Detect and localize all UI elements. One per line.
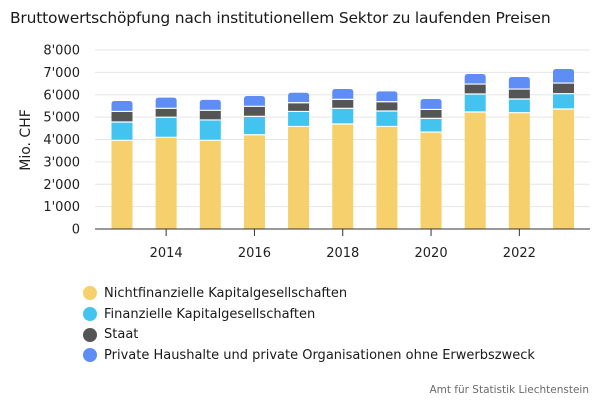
y-axis-tick-labels: 0 1'000 2'000 3'000 4'000 5'000 6'000 7'000 8'00… bbox=[43, 44, 80, 238]
y-axis-label: Mio. CHF bbox=[18, 109, 34, 171]
x-axis-ticks: 2014 2016 2018 2020 2022 bbox=[150, 229, 536, 261]
bars bbox=[111, 69, 574, 229]
legend-label: Nichtfinanzielle Kapitalgesellschaften bbox=[104, 285, 348, 301]
bar-segment bbox=[376, 91, 398, 102]
x-tick-label: 2014 bbox=[150, 246, 183, 261]
bar-segment bbox=[243, 106, 265, 117]
chart-plot: 0 1'000 2'000 3'000 4'000 5'000 6'000 7'000 8'00… bbox=[18, 44, 590, 261]
legend-label: Private Haushalte und private Organisati… bbox=[104, 347, 535, 363]
bar-segment bbox=[464, 94, 486, 112]
bar-segment bbox=[376, 102, 398, 111]
bar-segment bbox=[288, 111, 310, 127]
bar-segment bbox=[332, 99, 354, 109]
bar-segment bbox=[420, 99, 442, 110]
y-tick-label: 3'000 bbox=[43, 155, 80, 170]
bar-segment bbox=[553, 69, 574, 83]
bar-segment bbox=[288, 92, 310, 103]
bar-segment bbox=[332, 124, 354, 229]
bar-segment bbox=[508, 89, 530, 99]
x-tick-label: 2018 bbox=[326, 246, 359, 261]
bar-segment bbox=[199, 140, 221, 229]
legend-dot-icon bbox=[83, 286, 97, 301]
bar-segment bbox=[420, 109, 442, 119]
bar-segment bbox=[243, 116, 265, 135]
y-tick-label: 1'000 bbox=[43, 200, 80, 215]
bar-segment bbox=[288, 126, 310, 229]
chart-title: Bruttowertschöpfung nach institutionelle… bbox=[10, 9, 551, 27]
legend-dot-icon bbox=[83, 348, 97, 363]
bar-segment bbox=[111, 101, 133, 112]
bar-segment bbox=[553, 109, 574, 229]
legend: Nichtfinanzielle Kapitalgesellschaften F… bbox=[83, 283, 535, 366]
legend-label: Finanzielle Kapitalgesellschaften bbox=[104, 306, 316, 322]
y-tick-label: 4'000 bbox=[43, 133, 80, 148]
legend-dot-icon bbox=[83, 307, 97, 322]
bar-segment bbox=[155, 117, 177, 138]
bar-segment bbox=[553, 83, 574, 94]
legend-item-staat[interactable]: Staat bbox=[83, 324, 535, 345]
y-tick-label: 5'000 bbox=[43, 111, 80, 126]
legend-item-private-haushalte[interactable]: Private Haushalte und private Organisati… bbox=[83, 345, 535, 366]
x-tick-label: 2020 bbox=[415, 246, 448, 261]
y-tick-label: 8'000 bbox=[43, 44, 80, 59]
bar-segment bbox=[508, 76, 530, 89]
bar-segment bbox=[332, 89, 354, 100]
bar-segment bbox=[464, 73, 486, 84]
legend-dot-icon bbox=[83, 327, 97, 342]
bar-segment bbox=[553, 93, 574, 109]
bar-segment bbox=[508, 112, 530, 229]
legend-label: Staat bbox=[104, 327, 139, 343]
y-tick-label: 2'000 bbox=[43, 178, 80, 193]
bar-segment bbox=[155, 137, 177, 229]
y-tick-label: 6'000 bbox=[43, 88, 80, 103]
bar-segment bbox=[288, 103, 310, 112]
bar-segment bbox=[111, 111, 133, 122]
bar-segment bbox=[155, 97, 177, 109]
bar-segment bbox=[420, 132, 442, 229]
bar-segment bbox=[376, 126, 398, 229]
bar-segment bbox=[420, 118, 442, 132]
bar-segment bbox=[464, 84, 486, 94]
bar-segment bbox=[464, 112, 486, 229]
bar-segment bbox=[243, 95, 265, 107]
source-credit: Amt für Statistik Liechtenstein bbox=[429, 384, 589, 396]
x-tick-label: 2016 bbox=[238, 246, 271, 261]
bar-segment bbox=[332, 108, 354, 124]
bar-segment bbox=[111, 122, 133, 141]
x-tick-label: 2022 bbox=[503, 246, 536, 261]
bar-segment bbox=[199, 120, 221, 141]
bar-segment bbox=[199, 110, 221, 120]
bar-segment bbox=[508, 99, 530, 113]
bar-segment bbox=[111, 140, 133, 229]
legend-item-finanzielle[interactable]: Finanzielle Kapitalgesellschaften bbox=[83, 304, 535, 325]
y-tick-label: 7'000 bbox=[43, 66, 80, 81]
bar-segment bbox=[243, 135, 265, 229]
bar-segment bbox=[155, 108, 177, 117]
bar-segment bbox=[199, 99, 221, 111]
legend-item-nichtfinanzielle[interactable]: Nichtfinanzielle Kapitalgesellschaften bbox=[83, 283, 535, 304]
bar-segment bbox=[376, 111, 398, 127]
y-tick-label: 0 bbox=[72, 223, 80, 238]
